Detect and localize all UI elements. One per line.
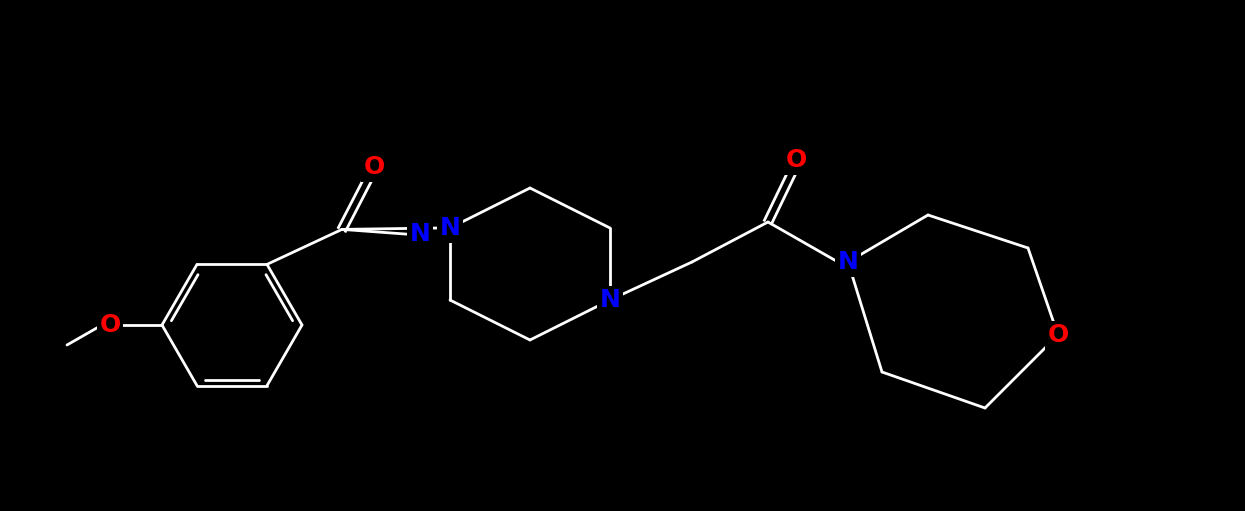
Text: N: N (838, 250, 859, 274)
Text: N: N (600, 288, 620, 312)
Text: N: N (439, 216, 461, 240)
Text: O: O (364, 155, 385, 179)
Text: N: N (410, 222, 431, 246)
Text: O: O (786, 148, 807, 172)
Text: O: O (1047, 323, 1068, 347)
Text: N: N (838, 250, 859, 274)
Text: O: O (100, 313, 121, 337)
